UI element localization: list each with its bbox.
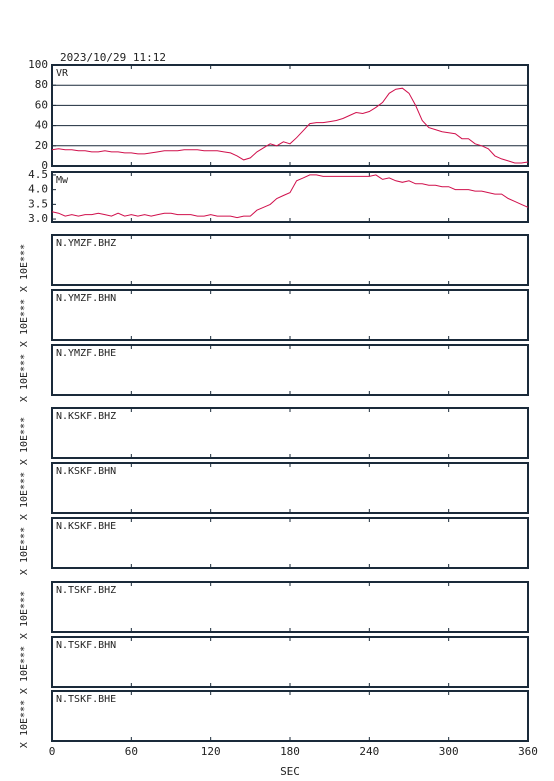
x-axis-label: SEC	[280, 765, 300, 778]
x-tick-label: 360	[518, 745, 538, 758]
panel-title: N.KSKF.BHE	[56, 521, 116, 532]
panel-frame	[51, 690, 529, 742]
y-axis-label: X 10E***	[19, 354, 30, 402]
y-tick-label: 0	[41, 159, 48, 172]
y-axis-label: X 10E***	[19, 527, 30, 575]
panel-frame	[51, 64, 529, 167]
panel-title: N.YMZF.BHN	[56, 293, 116, 304]
x-tick-label: 300	[439, 745, 459, 758]
x-tick-label: 240	[359, 745, 379, 758]
panel-frame	[51, 407, 529, 459]
y-tick-label: 3.5	[28, 197, 48, 210]
y-axis-label: X 10E***	[19, 417, 30, 465]
panel-title: N.YMZF.BHE	[56, 348, 116, 359]
panel-title: Mw	[56, 175, 69, 186]
y-tick-label: 80	[35, 78, 48, 91]
panel-frame	[51, 581, 529, 633]
panel-title: N.TSKF.BHE	[56, 694, 116, 705]
x-tick-label: 60	[125, 745, 138, 758]
panel-title: VR	[56, 68, 69, 79]
y-tick-label: 4.0	[28, 183, 48, 196]
y-axis-label: X 10E***	[19, 299, 30, 347]
y-tick-label: 20	[35, 139, 48, 152]
y-tick-label: 3.0	[28, 212, 48, 225]
panel-title: N.KSKF.BHZ	[56, 411, 116, 422]
y-axis-label: X 10E***	[19, 591, 30, 639]
data-line	[51, 174, 529, 219]
panel-title: N.KSKF.BHN	[56, 466, 116, 477]
panel-title: N.TSKF.BHN	[56, 640, 116, 651]
y-tick-label: 40	[35, 119, 48, 132]
y-axis-label: X 10E***	[19, 646, 30, 694]
y-axis-label: X 10E***	[19, 244, 30, 292]
panel-frame	[51, 289, 529, 341]
timestamp: 2023/10/29 11:12	[60, 51, 166, 64]
x-tick-label: 180	[280, 745, 300, 758]
data-line	[51, 87, 529, 164]
panel-frame	[51, 462, 529, 514]
panel-title: N.TSKF.BHZ	[56, 585, 116, 596]
panel-frame	[51, 344, 529, 396]
y-tick-label: 4.5	[28, 168, 48, 181]
y-axis-label: X 10E***	[19, 472, 30, 520]
panel-title: N.YMZF.BHZ	[56, 238, 116, 249]
y-tick-label: 60	[35, 98, 48, 111]
panel-frame	[51, 636, 529, 688]
y-axis-label: X 10E***	[19, 700, 30, 748]
y-tick-label: 100	[28, 58, 48, 71]
panel-frame	[51, 234, 529, 286]
x-tick-label: 0	[49, 745, 56, 758]
x-tick-label: 120	[201, 745, 221, 758]
panel-frame	[51, 171, 529, 223]
panel-frame	[51, 517, 529, 569]
